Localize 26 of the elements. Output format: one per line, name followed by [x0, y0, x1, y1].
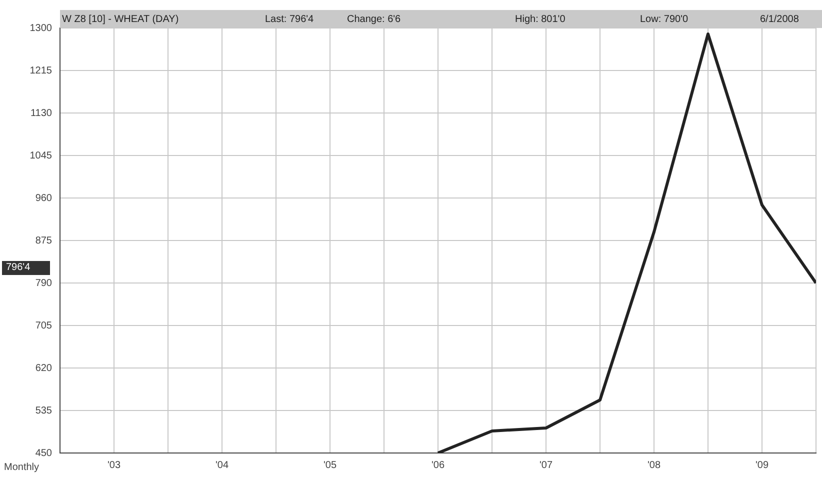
y-tick-label: 450	[35, 448, 52, 459]
text: 6/1/2008	[760, 14, 799, 24]
y-tick-label: 1045	[30, 150, 52, 162]
x-tick-label: '06	[431, 460, 445, 471]
y-tick-label: 1300	[30, 22, 52, 34]
x-tick-label: '04	[215, 460, 229, 471]
x-tick-label: '08	[647, 460, 661, 471]
y-tick-label: 790	[35, 278, 52, 289]
y-tick-label: 620	[35, 362, 52, 374]
x-tick-label: '09	[755, 460, 769, 471]
text: Last: 796'4	[265, 14, 314, 24]
x-tick-label: '07	[539, 460, 553, 471]
text: Low: 790'0	[640, 14, 688, 24]
text: High: 801'0	[515, 14, 566, 24]
text: 796'4	[2, 261, 50, 275]
y-tick-label: 875	[35, 235, 52, 246]
text: W Z8 [10] - WHEAT (DAY)	[62, 14, 179, 24]
x-tick-label: '05	[323, 460, 337, 471]
y-tick-label: 1215	[30, 65, 52, 76]
x-axis-title: Monthly	[4, 462, 40, 473]
text: Change: 6'6	[347, 14, 401, 24]
y-tick-label: 705	[35, 320, 52, 332]
x-tick-label: '03	[107, 460, 121, 471]
y-tick-label: 960	[35, 192, 52, 204]
y-tick-label: 1130	[30, 108, 52, 119]
y-tick-label: 535	[35, 405, 52, 416]
